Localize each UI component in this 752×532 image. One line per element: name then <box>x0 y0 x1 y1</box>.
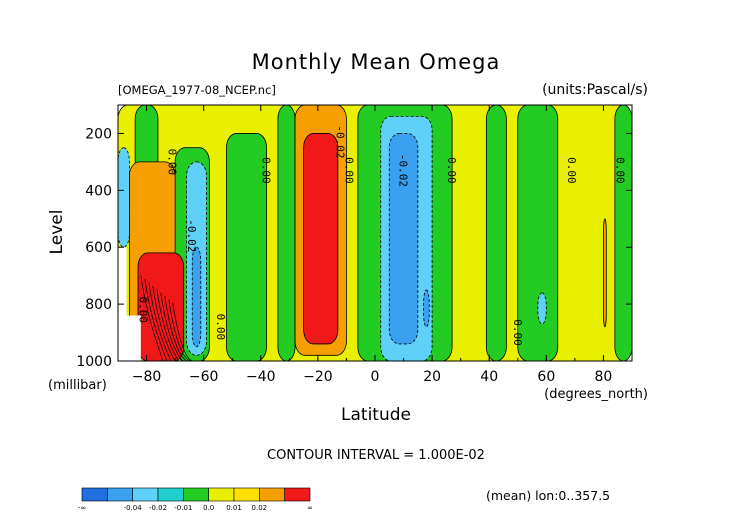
contour-line <box>156 289 180 361</box>
colorbar-swatch <box>208 487 235 502</box>
x-tick-label: −40 <box>246 369 276 385</box>
contour-line <box>168 299 191 361</box>
contour-line <box>148 282 172 361</box>
contour-label: 0.00 <box>259 157 272 184</box>
colorbar-swatch <box>107 487 133 502</box>
chart-subtitle-right: (units:Pascal/s) <box>542 82 648 98</box>
x-axis-label: Latitude <box>341 405 411 425</box>
y-axis-unit: (millibar) <box>48 378 107 393</box>
colorbar-swatch <box>132 487 159 502</box>
contour-label: 0.00 <box>565 157 578 184</box>
contour-label: 0.00 <box>511 319 524 346</box>
contour-region-blue <box>191 246 202 348</box>
y-tick-label: 400 <box>85 183 112 199</box>
plot-area: 0.00-0.020.000.00-0.020.00 -0.02 0.000.000… <box>117 104 633 362</box>
y-tick-label: 1000 <box>76 354 112 370</box>
contour-region-green <box>485 105 507 361</box>
chart-subtitle-left: [OMEGA_1977-08_NCEP.nc] <box>118 83 276 97</box>
chart-title: Monthly Mean Omega <box>252 50 501 74</box>
x-tick-label: 0 <box>371 369 380 385</box>
contour-region-cyan <box>537 292 547 325</box>
y-axis-label: Level <box>47 210 67 255</box>
contour-label: -0.02 <box>334 125 347 158</box>
x-axis-unit: (degrees_north) <box>544 387 648 402</box>
colorbar-label: 0.0 <box>203 504 214 512</box>
colorbar-swatch <box>157 487 184 502</box>
contour-line <box>160 292 184 361</box>
colorbar-swatch <box>284 487 311 502</box>
contour-region-red <box>303 133 339 345</box>
contour-region-green <box>277 105 296 361</box>
contour-region-orange <box>603 218 607 328</box>
colorbar-label: -0.02 <box>149 504 167 512</box>
contour-label: 0.00 <box>445 157 458 184</box>
contour-label: 0.00 <box>214 314 227 341</box>
contour-region-green <box>226 133 267 361</box>
contour-region-cyan <box>118 147 130 248</box>
colorbar-swatch <box>233 487 260 502</box>
colorbar-swatch <box>259 487 285 502</box>
contour-region-blue <box>423 289 430 328</box>
x-tick-label: −80 <box>132 369 162 385</box>
colorbar-label: 0.02 <box>252 504 268 512</box>
x-tick-label: 80 <box>595 369 613 385</box>
colorbar-label: -0.01 <box>174 504 192 512</box>
colorbar-label: -∞ <box>78 504 86 512</box>
colorbar-label: ∞ <box>307 504 313 512</box>
colorbar-swatch <box>81 487 108 502</box>
contour-label: 0.00 <box>614 157 627 184</box>
contour-field: 0.00-0.020.000.00-0.020.00 -0.02 0.000.000… <box>118 105 632 361</box>
y-tick-label: 800 <box>85 297 112 313</box>
colorbar-label: -0.04 <box>124 504 143 512</box>
mean-note: (mean) lon:0..357.5 <box>486 488 610 503</box>
x-tick-label: −20 <box>303 369 333 385</box>
contour-line <box>164 296 188 361</box>
contour-line <box>144 279 168 361</box>
y-tick-label: 600 <box>85 240 112 256</box>
colorbar: -∞ -0.04 -0.02 -0.01 0.0 0.01 0.02 ∞ <box>78 487 313 512</box>
contour-label: -0.02 <box>397 154 410 187</box>
y-tick-label: 200 <box>85 126 112 142</box>
x-tick-label: 60 <box>537 369 555 385</box>
contour-line <box>140 275 164 361</box>
contour-region-green <box>517 105 559 361</box>
contour-region-blue <box>388 133 419 345</box>
colorbar-swatch <box>183 487 209 502</box>
x-tick-label: 40 <box>480 369 498 385</box>
x-tick-label: 20 <box>423 369 441 385</box>
contour-label: 0.00 <box>165 149 178 176</box>
contour-region-green <box>614 105 632 361</box>
contour-label: -0.02 <box>185 219 198 252</box>
x-tick-label: −60 <box>189 369 219 385</box>
colorbar-label: 0.01 <box>226 504 242 512</box>
contour-line <box>152 285 176 361</box>
dense-contours <box>140 275 195 361</box>
contour-label: 0.00 <box>342 157 355 184</box>
contour-label: 0.00 <box>137 297 150 324</box>
contour-interval: CONTOUR INTERVAL = 1.000E-02 <box>267 448 485 463</box>
missing-data-region <box>118 247 141 361</box>
axes: −80 −60 −40 −20 0 20 40 60 80 200 400 600 800 1000 <box>76 105 633 385</box>
